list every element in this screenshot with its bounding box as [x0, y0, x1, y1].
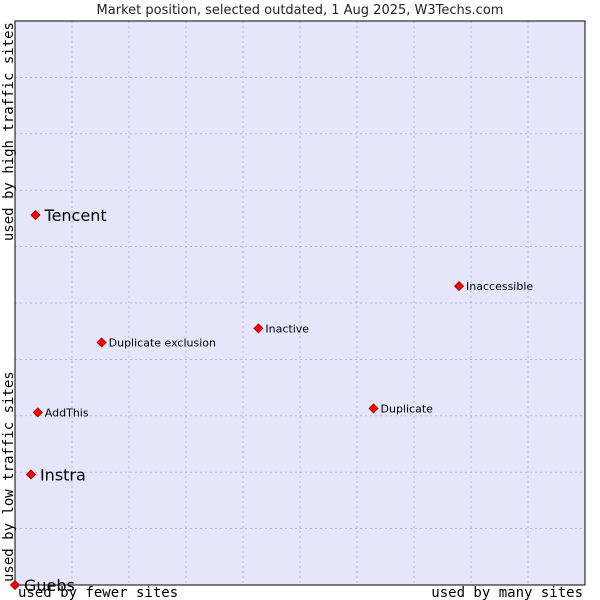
data-point: Duplicate: [368, 402, 434, 415]
point-label: Instra: [40, 465, 86, 484]
data-point: Inaccessible: [453, 280, 533, 293]
chart-title: Market position, selected outdated, 1 Au…: [97, 3, 504, 18]
point-label: Tencent: [44, 206, 107, 225]
point-label: AddThis: [45, 406, 89, 419]
data-point: Duplicate exclusion: [96, 336, 216, 349]
grid-lines: [15, 21, 585, 585]
plot-border: [14, 20, 586, 586]
point-label: Guebs: [24, 576, 75, 595]
data-point: Inactive: [253, 322, 309, 335]
x-axis-label-left: used by fewer sites: [18, 585, 178, 600]
point-marker: [453, 281, 465, 292]
x-axis-label-right: used by many sites: [431, 585, 583, 600]
point-marker: [32, 407, 43, 418]
data-point: Instra: [25, 465, 86, 484]
point-label: Duplicate exclusion: [109, 336, 216, 349]
point-marker: [253, 323, 264, 334]
data-point: Guebs: [9, 576, 75, 595]
point-label: Inaccessible: [466, 280, 533, 293]
point-marker: [30, 209, 41, 221]
y-axis-label-bottom: used by low traffic sites: [1, 371, 17, 582]
data-point: AddThis: [32, 406, 89, 419]
point-label: Inactive: [265, 322, 309, 335]
data-point: Tencent: [30, 206, 107, 225]
point-label: Duplicate: [381, 402, 434, 415]
point-marker: [96, 337, 107, 348]
point-marker: [9, 579, 21, 591]
y-axis-label-top: used by high traffic sites: [1, 22, 17, 241]
point-marker: [368, 403, 379, 414]
point-marker: [25, 469, 37, 480]
data-points: Tencent Inaccessible Inactive Duplicate exc…: [9, 206, 533, 595]
